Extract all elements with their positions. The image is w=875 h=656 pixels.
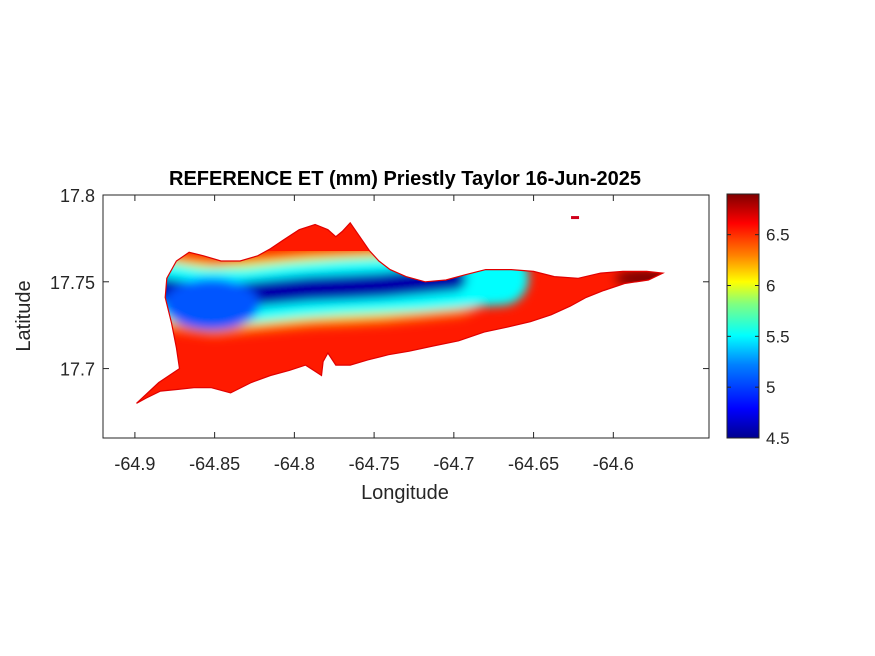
colorbar-tick-label: 4.5 [766,429,790,448]
colorbar-tick-label: 5.5 [766,327,790,346]
y-axis-label: Latitude [13,280,35,351]
colorbar-tick-label: 6 [766,277,775,296]
y-tick-label: 17.75 [50,273,95,293]
x-tick-label: -64.65 [508,454,559,474]
x-tick-label: -64.9 [114,454,155,474]
y-tick-label: 17.7 [60,360,95,380]
x-tick-label: -64.7 [433,454,474,474]
colorbar-ticks: 4.5 5 5.5 6 6.5 [727,226,790,448]
x-tick-label: -64.75 [349,454,400,474]
colorbar-tick-label: 5 [766,378,775,397]
y-ticks: 17.7 17.75 17.8 [50,186,709,380]
x-tick-label: -64.85 [189,454,240,474]
heatmap-cool-lobe [163,278,260,331]
colorbar-tick-label: 6.5 [766,226,790,245]
y-tick-label: 17.8 [60,186,95,206]
island-outline [136,221,665,404]
islet [571,216,580,220]
x-tick-label: -64.8 [274,454,315,474]
chart-title: REFERENCE ET (mm) Priestly Taylor 16-Jun… [169,168,641,190]
x-axis-label: Longitude [361,482,449,504]
x-tick-label: -64.6 [593,454,634,474]
x-ticks: -64.9 -64.85 -64.8 -64.75 -64.7 -64.65 -64.6 [114,195,634,474]
colorbar [726,193,760,439]
